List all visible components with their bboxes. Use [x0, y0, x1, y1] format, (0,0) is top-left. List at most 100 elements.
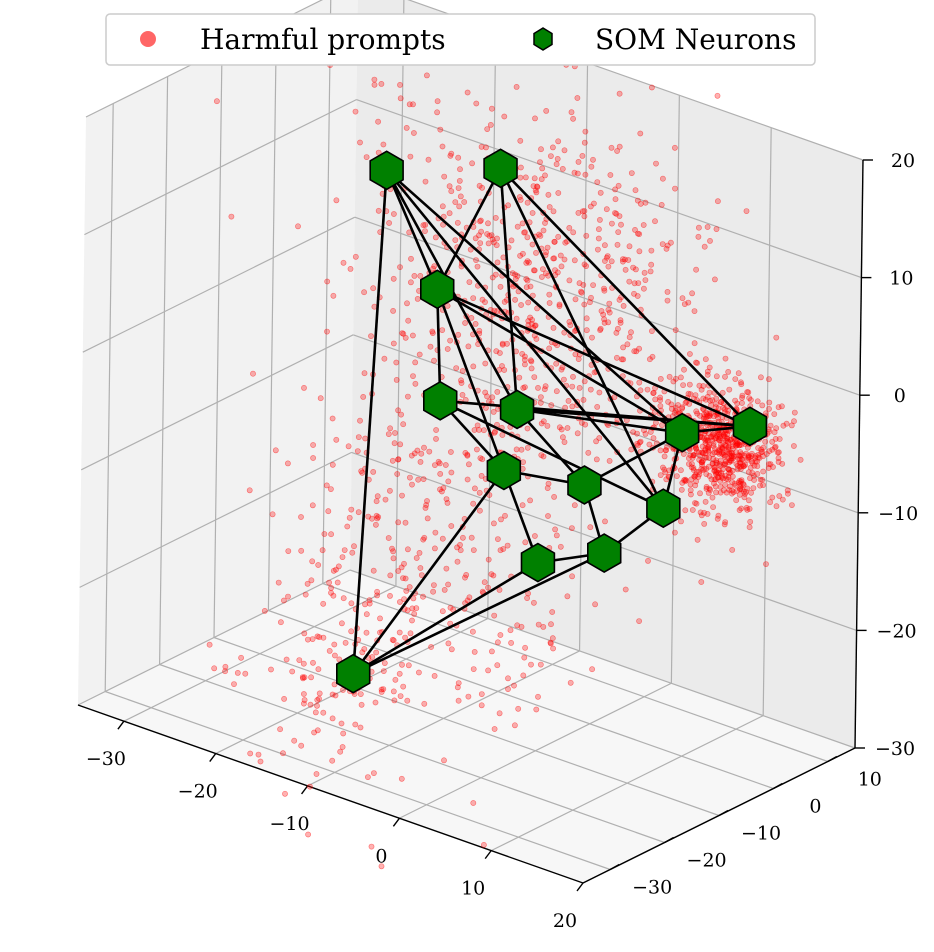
harmful-prompt-point	[680, 382, 686, 388]
harmful-prompt-point	[597, 189, 604, 196]
harmful-prompt-point	[711, 449, 718, 456]
harmful-prompt-point	[527, 497, 533, 504]
harmful-prompt-point	[397, 95, 404, 102]
harmful-prompt-point	[516, 194, 523, 200]
harmful-prompt-point	[582, 171, 589, 178]
harmful-prompt-point	[637, 438, 644, 445]
harmful-prompt-point	[521, 654, 528, 661]
harmful-prompt-point	[581, 213, 588, 220]
harmful-prompt-point	[403, 125, 410, 131]
harmful-prompt-point	[398, 411, 404, 418]
harmful-prompt-point	[458, 377, 464, 384]
harmful-prompt-point	[702, 498, 709, 505]
harmful-prompt-point	[657, 447, 664, 454]
harmful-prompt-point	[417, 565, 424, 571]
harmful-prompt-point	[522, 644, 528, 651]
harmful-prompt-point	[459, 368, 466, 374]
harmful-prompt-point	[605, 306, 612, 313]
harmful-prompt-point	[485, 584, 491, 591]
som-edge	[499, 167, 751, 428]
harmful-prompt-point	[309, 502, 316, 509]
harmful-prompt-point	[444, 302, 451, 309]
harmful-prompt-point	[566, 277, 573, 284]
harmful-prompt-point	[553, 388, 560, 395]
harmful-prompt-point	[473, 446, 480, 453]
harmful-prompt-point	[397, 82, 403, 88]
harmful-prompt-point	[438, 488, 445, 495]
harmful-prompt-point	[740, 463, 747, 470]
y-tick-label: −30	[632, 877, 672, 899]
harmful-prompt-point	[456, 177, 463, 184]
harmful-prompt-point	[528, 365, 535, 372]
harmful-prompt-point	[620, 356, 627, 363]
harmful-prompt-point	[612, 186, 618, 193]
x-tick-label: −30	[86, 748, 126, 770]
harmful-prompt-point	[518, 164, 524, 171]
harmful-prompt-point	[650, 390, 657, 396]
harmful-prompt-point	[372, 521, 379, 528]
harmful-prompt-point	[523, 276, 530, 282]
harmful-prompt-point	[595, 246, 601, 253]
harmful-prompt-point	[700, 383, 707, 389]
harmful-prompt-point	[447, 152, 454, 159]
harmful-prompt-point	[316, 690, 323, 697]
harmful-prompt-point	[780, 422, 787, 429]
harmful-prompt-point	[339, 744, 346, 750]
harmful-prompt-point	[566, 318, 573, 325]
harmful-prompt-point	[791, 409, 798, 416]
harmful-prompt-point	[468, 314, 475, 321]
legend-neuron-marker	[533, 27, 553, 51]
harmful-prompt-point	[501, 367, 508, 373]
harmful-prompt-point	[448, 188, 455, 195]
harmful-prompt-point	[301, 384, 307, 391]
harmful-prompt-point	[310, 659, 316, 666]
harmful-prompt-point	[485, 220, 491, 227]
harmful-prompt-point	[587, 203, 594, 210]
harmful-prompt-point	[748, 489, 754, 496]
harmful-prompt-point	[705, 443, 712, 450]
harmful-prompt-point	[739, 400, 745, 406]
harmful-prompt-point	[477, 240, 484, 246]
grid-line-x	[578, 62, 589, 651]
harmful-prompt-point	[574, 95, 581, 101]
harmful-prompt-point	[542, 172, 548, 179]
harmful-prompt-point	[406, 474, 413, 481]
harmful-prompt-point	[657, 403, 664, 409]
harmful-prompt-point	[374, 493, 381, 500]
harmful-prompt-point	[663, 245, 670, 252]
harmful-prompt-point	[492, 271, 499, 278]
harmful-prompt-point	[393, 376, 400, 383]
harmful-prompt-point	[389, 457, 396, 464]
harmful-prompt-point	[618, 221, 624, 228]
z-tick-label: 10	[889, 268, 913, 290]
harmful-prompt-point	[494, 639, 501, 646]
harmful-prompt-point	[641, 269, 648, 276]
harmful-prompt-point	[430, 265, 436, 272]
harmful-prompt-point	[693, 266, 699, 273]
harmful-prompt-point	[302, 591, 309, 598]
harmful-prompt-point	[411, 272, 418, 279]
harmful-prompt-point	[470, 547, 477, 553]
harmful-prompt-point	[299, 674, 306, 680]
harmful-prompt-point	[457, 193, 464, 200]
harmful-prompt-point	[620, 302, 627, 309]
harmful-prompt-point	[555, 233, 562, 240]
harmful-prompt-point	[484, 126, 491, 133]
harmful-prompt-point	[477, 218, 483, 225]
harmful-prompt-point	[480, 842, 487, 848]
harmful-prompt-point	[529, 210, 536, 216]
harmful-prompt-point	[329, 757, 336, 764]
harmful-prompt-point	[533, 336, 540, 342]
harmful-prompt-point	[576, 384, 583, 391]
harmful-prompt-point	[567, 679, 574, 686]
harmful-prompt-point	[497, 283, 504, 290]
harmful-prompt-point	[590, 156, 596, 163]
harmful-prompt-point	[538, 176, 545, 183]
harmful-prompt-point	[704, 437, 711, 444]
harmful-prompt-point	[581, 378, 588, 385]
harmful-prompt-point	[507, 627, 514, 634]
harmful-prompt-point	[314, 727, 321, 734]
harmful-prompt-point	[375, 207, 382, 214]
harmful-prompt-point	[640, 222, 647, 228]
harmful-prompt-point	[405, 662, 412, 669]
